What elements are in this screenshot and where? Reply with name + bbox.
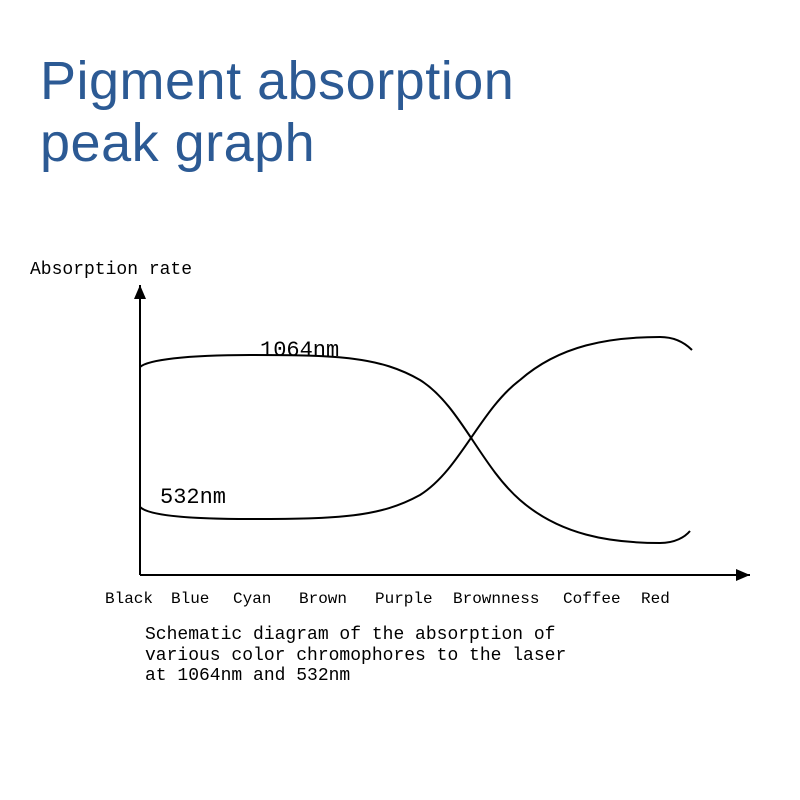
series-label-1064nm: 1064nm — [260, 338, 339, 363]
x-tick: Brown — [299, 590, 375, 608]
x-tick: Brownness — [453, 590, 563, 608]
series-1064nm — [140, 355, 690, 543]
series-label-532nm: 532nm — [160, 485, 226, 510]
page-title: Pigment absorption peak graph — [40, 50, 514, 174]
x-tick: Purple — [375, 590, 453, 608]
x-axis-arrow — [736, 569, 750, 581]
title-line-1: Pigment absorption — [40, 51, 514, 111]
chart-svg — [100, 285, 760, 625]
x-tick: Red — [641, 590, 701, 608]
page-root: Pigment absorption peak graph Absorption… — [0, 0, 800, 800]
x-tick: Black — [105, 590, 171, 608]
x-tick: Cyan — [233, 590, 299, 608]
chart-caption: Schematic diagram of the absorption of v… — [145, 625, 705, 687]
y-axis-label: Absorption rate — [30, 260, 192, 280]
x-tick: Coffee — [563, 590, 641, 608]
absorption-chart — [100, 285, 760, 625]
title-line-2: peak graph — [40, 113, 315, 173]
x-axis-ticks: Black Blue Cyan Brown Purple Brownness C… — [105, 590, 745, 608]
x-tick: Blue — [171, 590, 233, 608]
y-axis-arrow — [134, 285, 146, 299]
